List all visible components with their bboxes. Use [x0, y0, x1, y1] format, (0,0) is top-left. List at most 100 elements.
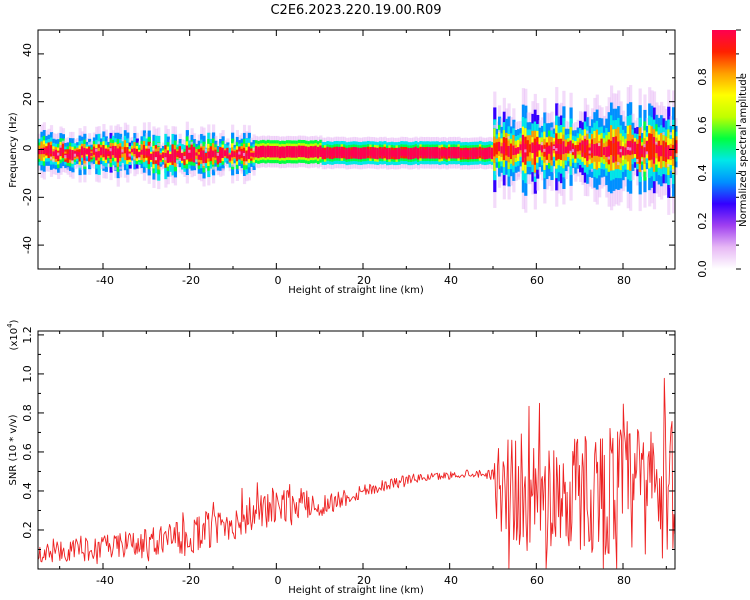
spectrogram-speckle: [617, 162, 621, 166]
spectrogram-cell: [433, 151, 437, 155]
spectrogram-cell: [495, 145, 499, 152]
spectrogram-cell: [617, 141, 621, 155]
spectrogram-cell: [464, 151, 468, 156]
spectrogram-cell: [667, 145, 671, 160]
y-scale-multiplier: (x104): [6, 319, 20, 350]
x-tick-label: 20: [357, 274, 371, 287]
spectrogram-cell: [214, 151, 218, 156]
spectrogram-cell: [42, 147, 46, 155]
spectrogram-panel: -40 -20 0 20 40 60 80 Height of straight…: [8, 29, 678, 296]
y-tick-label: 0.2: [21, 521, 34, 539]
spectrogram-cell: [176, 152, 180, 156]
spectrogram-cell: [390, 151, 394, 155]
spectrogram-cell: [331, 151, 335, 156]
spectrogram-cell: [92, 148, 96, 153]
spectrogram-cell: [476, 151, 480, 155]
spectrogram-cell: [605, 146, 609, 158]
spectrogram-cell: [424, 151, 428, 155]
spectrogram-cell: [533, 145, 537, 159]
spectrogram-cell: [304, 150, 309, 154]
y-tick-label: 0: [21, 145, 34, 152]
snr-panel: -40 -20 0 20 40 60 80 Height of straight…: [6, 319, 676, 596]
spectrogram-speckle: [588, 150, 592, 154]
spectrogram-speckle: [619, 149, 623, 153]
spectrogram-cell: [369, 150, 373, 155]
spectrogram-cell: [545, 146, 549, 156]
x-tick-label: 60: [530, 274, 544, 287]
spectrogram-cell: [140, 149, 144, 155]
spectrogram-speckle: [76, 163, 80, 167]
spectrogram-speckle: [78, 164, 82, 168]
spectrogram-cell: [54, 152, 58, 157]
spectrogram-cell: [164, 152, 168, 161]
spectrogram-cell: [285, 149, 290, 154]
y-tick-label: 40: [21, 43, 34, 57]
spectrogram-cell: [223, 151, 228, 155]
spectrogram-cell: [211, 150, 216, 158]
spectrogram-cell: [505, 142, 509, 152]
spectrogram-cell: [166, 153, 170, 160]
spectrogram-speckle: [221, 168, 225, 172]
spectrogram-cell: [142, 148, 147, 155]
spectrogram-cell: [471, 151, 475, 156]
spectrogram-cell: [436, 150, 440, 155]
spectrogram-cell: [405, 150, 409, 155]
spectrogram-cell: [333, 150, 337, 155]
spectrogram-cell: [550, 146, 554, 156]
spectrogram-cell: [173, 152, 178, 160]
y-tick-label: 1.2: [21, 326, 34, 344]
spectrogram-speckle: [109, 148, 113, 152]
spectrogram-cell: [488, 150, 492, 155]
spectrogram-speckle: [119, 166, 123, 170]
spectrogram-cell: [517, 147, 521, 154]
spectrogram-cell: [319, 149, 323, 154]
spectrogram-cell: [569, 140, 573, 153]
spectrogram-cell: [445, 151, 449, 156]
spectrogram-cell: [421, 151, 425, 155]
spectrogram-speckle: [240, 168, 244, 172]
spectrogram-cell: [152, 153, 156, 161]
spectrogram-speckle: [188, 149, 192, 153]
spectrogram-speckle: [57, 152, 61, 156]
spectrogram-cell: [245, 153, 249, 160]
spectrogram-speckle: [202, 162, 206, 166]
spectrogram-cell: [633, 144, 638, 151]
spectrogram-speckle: [204, 148, 209, 152]
spectrogram-cell: [228, 156, 232, 160]
spectrogram-speckle: [517, 173, 521, 177]
spectrogram-speckle: [643, 144, 647, 148]
spectrogram-cell: [621, 146, 626, 156]
spectrogram-cell: [414, 150, 418, 155]
spectrogram-cell: [574, 148, 578, 156]
spectrogram-cell: [252, 152, 256, 158]
spectrogram-cell: [71, 152, 75, 158]
spectrogram-cell: [428, 151, 433, 155]
spectrogram-cell: [88, 151, 92, 157]
spectrogram-cell: [302, 149, 306, 154]
spectrogram-cell: [347, 151, 352, 156]
spectrogram-speckle: [83, 163, 87, 167]
spectrogram-cell: [357, 151, 361, 156]
spectrogram-speckle: [493, 124, 497, 128]
spectrogram-cell: [459, 152, 464, 156]
spectrogram-cell: [614, 142, 618, 156]
spectrogram-cell: [138, 153, 142, 157]
spectrogram-cell: [645, 144, 649, 151]
spectrogram-speckle: [586, 130, 590, 134]
spectrogram-cell: [119, 149, 123, 156]
spectrogram-cell: [157, 154, 161, 162]
colorbar-tick-label: 0.6: [696, 116, 709, 134]
spectrogram-cell: [300, 149, 304, 154]
spectrogram-cell: [107, 150, 111, 155]
spectrogram-speckle: [61, 140, 66, 144]
spectrogram-cell: [397, 151, 402, 156]
spectrogram-cell: [409, 151, 413, 156]
spectrogram-speckle: [245, 161, 249, 165]
snr-series-line: [37, 377, 676, 569]
spectrogram-cell: [500, 146, 504, 154]
spectrogram-cell: [407, 151, 411, 156]
spectrogram-cell: [324, 151, 328, 156]
spectrogram-cell: [576, 144, 580, 152]
spectrogram-cell: [452, 150, 456, 155]
spectrogram-cell: [540, 145, 545, 153]
